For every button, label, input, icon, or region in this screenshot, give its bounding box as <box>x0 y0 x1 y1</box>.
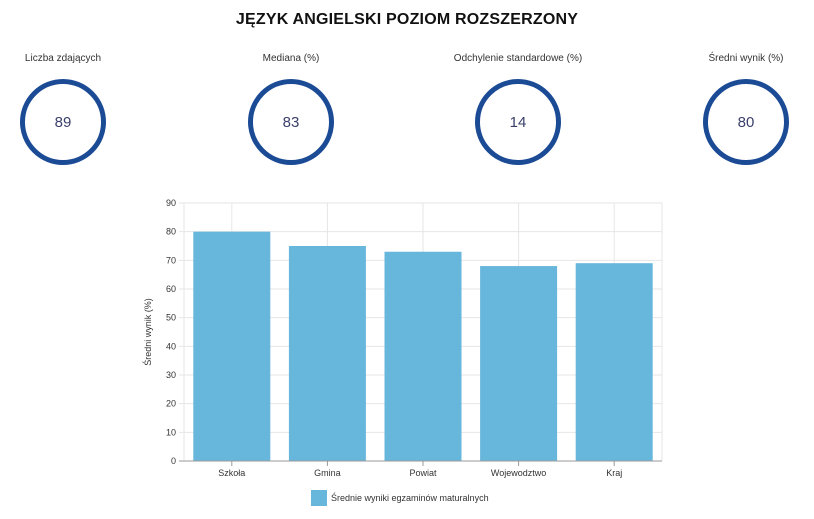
stat-std-dev-ring: 14 <box>475 79 561 165</box>
stat-mean: Średni wynik (%) 80 <box>656 52 814 165</box>
bar <box>384 251 462 461</box>
y-tick-label: 20 <box>166 399 176 409</box>
x-tick-label: Kraj <box>606 468 622 478</box>
legend-swatch <box>311 490 327 506</box>
x-tick-label: Gmina <box>314 468 341 478</box>
y-tick-label: 90 <box>166 198 176 208</box>
stat-count: Liczba zdających 89 <box>0 52 153 165</box>
stat-std-dev-label: Odchylenie standardowe (%) <box>453 53 583 64</box>
x-tick-label: Powiat <box>409 468 437 478</box>
y-tick-label: 80 <box>166 227 176 237</box>
y-tick-label: 60 <box>166 284 176 294</box>
stat-median-label: Mediana (%) <box>262 53 320 64</box>
stat-std-dev-value: 14 <box>509 113 527 131</box>
y-tick-label: 70 <box>166 255 176 265</box>
stat-count-ring: 89 <box>20 79 106 165</box>
bar <box>193 231 271 461</box>
y-axis-title: Średni wynik (%) <box>142 298 153 366</box>
y-tick-label: 30 <box>166 370 176 380</box>
y-tick-label: 40 <box>166 341 176 351</box>
x-tick-label: Wojewodztwo <box>491 468 546 478</box>
bar <box>288 246 366 461</box>
y-tick-label: 0 <box>171 456 176 466</box>
stat-median-ring: 83 <box>248 79 334 165</box>
stat-count-value: 89 <box>54 113 72 131</box>
stat-mean-label: Średni wynik (%) <box>708 53 784 64</box>
x-tick-label: Szkoła <box>218 468 245 478</box>
stat-count-label: Liczba zdających <box>24 53 102 64</box>
y-tick-label: 50 <box>166 313 176 323</box>
stat-mean-ring: 80 <box>703 79 789 165</box>
bar <box>480 266 558 461</box>
legend-label: Średnie wyniki egzaminów maturalnych <box>331 492 489 503</box>
bar <box>575 263 653 461</box>
y-tick-label: 10 <box>166 427 176 437</box>
stat-median-value: 83 <box>282 113 300 131</box>
stat-std-dev: Odchylenie standardowe (%) 14 <box>428 52 608 165</box>
page-title: JĘZYK ANGIELSKI POZIOM ROZSZERZONY <box>235 11 579 28</box>
stat-median: Mediana (%) 83 <box>201 52 381 165</box>
stat-mean-value: 80 <box>737 113 755 131</box>
